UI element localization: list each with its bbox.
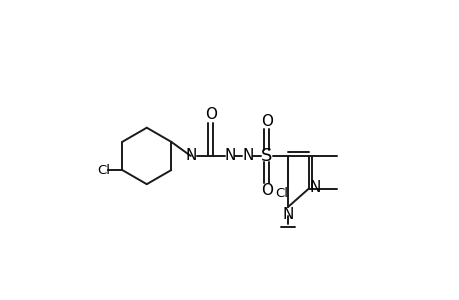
Text: O: O	[260, 183, 272, 198]
Text: O: O	[204, 107, 216, 122]
Text: Cl: Cl	[97, 164, 110, 177]
Text: N: N	[241, 148, 253, 164]
Text: O: O	[260, 114, 272, 129]
Text: N: N	[185, 148, 196, 164]
Text: Cl: Cl	[274, 187, 287, 200]
Text: N: N	[282, 207, 293, 222]
Text: N: N	[309, 180, 320, 195]
Text: N: N	[224, 148, 235, 164]
Text: S: S	[261, 147, 272, 165]
